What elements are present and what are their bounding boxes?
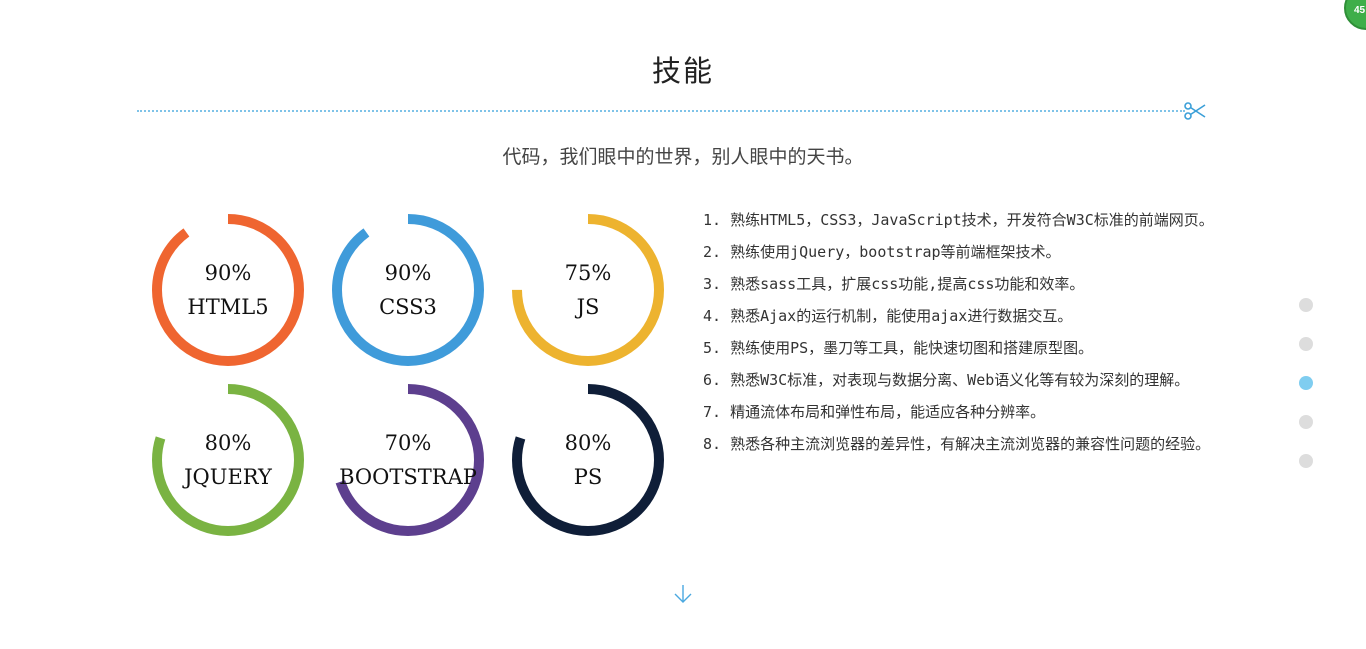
progress-arc [152,214,304,366]
skill-name: HTML5 [187,295,269,319]
scissors-icon [1184,102,1206,120]
progress-arc [152,384,304,536]
dotted-divider [137,110,1185,112]
ring-graphic [512,214,664,366]
list-item: 1. 熟练HTML5，CSS3，JavaScript技术，开发符合W3C标准的前… [703,211,1214,229]
skill-ring: 80% PS [510,382,666,538]
list-item: 8. 熟悉各种主流浏览器的差异性，有解决主流浏览器的兼容性问题的经验。 [703,435,1211,453]
list-item: 5. 熟练使用PS，墨刀等工具，能快速切图和搭建原型图。 [703,339,1094,357]
list-item: 4. 熟悉Ajax的运行机制，能使用ajax进行数据交互。 [703,307,1073,325]
progress-arc [512,214,664,366]
skill-percent: 75% [564,261,612,285]
page-dot[interactable] [1299,298,1313,312]
skill-percent: 80% [564,431,612,455]
ring-graphic [512,384,664,536]
skill-percent: 80% [204,431,252,455]
list-item: 2. 熟练使用jQuery，bootstrap等前端框架技术。 [703,243,1061,261]
skill-ring: 70% BOOTSTRAP [330,382,486,538]
progress-arc [332,384,484,536]
arrow-down-icon[interactable] [671,582,695,606]
badge-count: 45 [1354,5,1366,16]
skill-ring: 90% CSS3 [330,212,486,368]
skill-ring: 75% JS [510,212,666,368]
skill-name: BOOTSTRAP [339,465,477,489]
progress-arc [512,384,664,536]
ring-graphic [152,214,304,366]
page-nav-dots [1299,298,1313,493]
page-dot[interactable] [1299,454,1313,468]
skill-description-list: 1. 熟练HTML5，CSS3，JavaScript技术，开发符合W3C标准的前… [703,208,1223,464]
ring-graphic [332,384,484,536]
skill-percent: 90% [204,261,252,285]
skill-percent: 90% [384,261,432,285]
skill-name: JQUERY [184,465,272,489]
progress-arc [332,214,484,366]
skill-ring: 90% HTML5 [150,212,306,368]
skill-name: PS [573,465,603,489]
section-subtitle: 代码，我们眼中的世界，别人眼中的天书。 [502,146,864,168]
list-item: 6. 熟悉W3C标准，对表现与数据分离、Web语义化等有较为深刻的理解。 [703,371,1190,389]
skill-rings: 90% HTML5 90% CSS3 75% JS 80% JQUERY [150,212,666,542]
list-item: 7. 精通流体布局和弹性布局，能适应各种分辨率。 [703,403,1046,421]
page-dot-active[interactable] [1299,376,1313,390]
page-dot[interactable] [1299,415,1313,429]
ring-graphic [332,214,484,366]
ring-graphic [152,384,304,536]
page-dot[interactable] [1299,337,1313,351]
section-title: 技能 [651,54,714,88]
skill-ring: 80% JQUERY [150,382,306,538]
skill-percent: 70% [384,431,432,455]
skill-name: JS [576,295,600,319]
corner-badge[interactable]: 45 [1344,0,1366,30]
list-item: 3. 熟悉sass工具，扩展css功能,提高css功能和效率。 [703,275,1085,293]
skill-name: CSS3 [379,295,437,319]
